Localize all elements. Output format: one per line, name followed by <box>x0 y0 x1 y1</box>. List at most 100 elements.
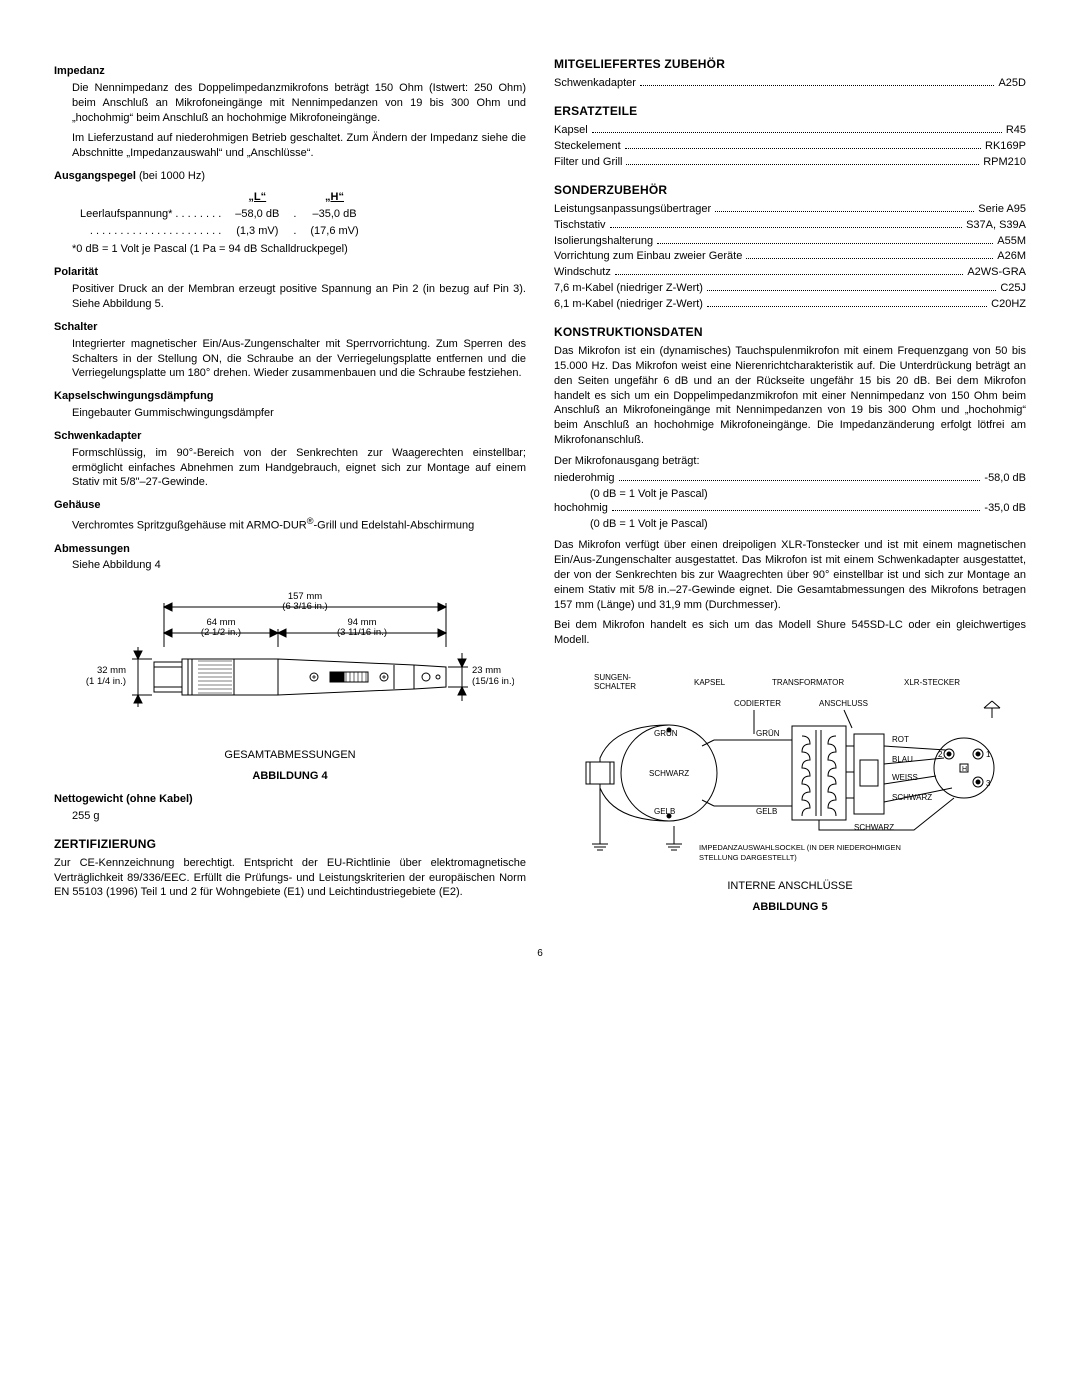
impedance-p2: Im Lieferzustand auf niederohmigen Betri… <box>72 131 526 161</box>
leader-dots <box>746 250 993 260</box>
row-label: Isolierungshalterung <box>554 234 653 249</box>
list-item: Vorrichtung zum Einbau zweier GeräteA26M <box>554 249 1026 264</box>
svg-text:1: 1 <box>986 750 991 759</box>
list-item: 6,1 m-Kabel (niedriger Z-Wert)C20HZ <box>554 297 1026 312</box>
right-column: MITGELIEFERTES ZUBEHÖR Schwenkadapter A2… <box>554 56 1026 919</box>
leader-dots <box>626 155 979 165</box>
leader-dots <box>619 471 981 481</box>
leader-dots <box>657 234 993 244</box>
switch-p: Integrierter magnetischer Ein/Aus-Zungen… <box>72 337 526 382</box>
leader-dots <box>640 76 995 86</box>
netweight-p: 255 g <box>72 809 526 824</box>
row-label: hochohmig <box>554 501 608 516</box>
svg-text:ANSCHLUSS: ANSCHLUSS <box>819 699 868 708</box>
figure-5: SUNGEN- SCHALTER KAPSEL TRANSFORMATOR XL… <box>554 668 1026 915</box>
row-value: C25J <box>1000 281 1026 296</box>
list-item: Windschutz A2WS-GRA <box>554 265 1026 280</box>
svg-text:TRANSFORMATOR: TRANSFORMATOR <box>772 678 844 687</box>
svg-text:GELB: GELB <box>654 807 675 816</box>
svg-text:STELLUNG DARGESTELLT): STELLUNG DARGESTELLT) <box>699 853 797 862</box>
shockmount-heading: Kapselschwingungsdämpfung <box>54 389 526 404</box>
output-level-heading: Ausgangspegel (bei 1000 Hz) <box>54 169 526 184</box>
dimensions-p: Siehe Abbildung 4 <box>72 558 526 573</box>
swivel-heading: Schwenkadapter <box>54 429 526 444</box>
svg-text:GELB: GELB <box>756 807 777 816</box>
svg-text:23 mm: 23 mm <box>472 665 501 676</box>
row-label: Windschutz <box>554 265 611 280</box>
furnished-heading: MITGELIEFERTES ZUBEHÖR <box>554 56 1026 72</box>
row-label: 6,1 m-Kabel (niedriger Z-Wert) <box>554 297 703 312</box>
leader-dots <box>707 297 987 307</box>
page-number: 6 <box>54 947 1026 961</box>
output-low-row: niederohmig-58,0 dB <box>554 471 1026 486</box>
figure-4: 157 mm (6 3/16 in.) 64 mm (2 1/2 in.) 94… <box>54 587 526 784</box>
row-value: Serie A95 <box>978 202 1026 217</box>
fig4-caption1: GESAMTABMESSUNGEN <box>54 748 526 763</box>
figure-5-svg: SUNGEN- SCHALTER KAPSEL TRANSFORMATOR XL… <box>554 668 1024 868</box>
construction-heading: KONSTRUKTIONSDATEN <box>554 324 1026 340</box>
impedance-heading: Impedanz <box>54 64 526 79</box>
svg-text:SCHWARZ: SCHWARZ <box>854 823 894 832</box>
svg-text:32 mm: 32 mm <box>97 665 126 676</box>
col-l-header: „L“ <box>229 190 285 205</box>
row-value: R45 <box>1006 123 1026 138</box>
polarity-heading: Polarität <box>54 265 526 280</box>
svg-text:CODIERTER: CODIERTER <box>734 699 781 708</box>
row-value: A55M <box>997 234 1026 249</box>
svg-text:SCHALTER: SCHALTER <box>594 682 636 691</box>
leader-dots <box>615 265 963 275</box>
row-value: -35,0 dB <box>984 501 1026 516</box>
row-label: Steckelement <box>554 139 621 154</box>
row1-h-val: –35,0 dB <box>304 207 364 222</box>
case-heading: Gehäuse <box>54 498 526 513</box>
svg-text:SCHWARZ: SCHWARZ <box>649 769 689 778</box>
row-value: A26M <box>997 249 1026 264</box>
figure-4-svg: 157 mm (6 3/16 in.) 64 mm (2 1/2 in.) 94… <box>54 587 514 737</box>
row-label: 7,6 m-Kabel (niedriger Z-Wert) <box>554 281 703 296</box>
case-p-a: Verchromtes Spritzgußgehäuse mit ARMO-DU… <box>72 520 307 532</box>
svg-text:SCHWARZ: SCHWARZ <box>892 793 932 802</box>
row-value: A25D <box>998 76 1026 91</box>
list-item: Kapsel R45 <box>554 123 1026 138</box>
svg-text:2: 2 <box>938 750 943 759</box>
svg-text:GRÜN: GRÜN <box>756 729 780 738</box>
case-p-b: -Grill und Edelstahl-Abschirmung <box>314 520 475 532</box>
leader-dots <box>707 281 996 291</box>
list-item: 7,6 m-Kabel (niedriger Z-Wert) C25J <box>554 281 1026 296</box>
switch-heading: Schalter <box>54 320 526 335</box>
row-value: -58,0 dB <box>984 471 1026 486</box>
row-label: Leistungsanpassungsübertrager <box>554 202 711 217</box>
svg-text:(1 1/4 in.): (1 1/4 in.) <box>86 676 126 687</box>
svg-text:IMPEDANZAUSWAHLSOCKEL (IN DER: IMPEDANZAUSWAHLSOCKEL (IN DER NIEDEROHMI… <box>699 843 901 852</box>
optional-heading: SONDERZUBEHÖR <box>554 182 1026 198</box>
svg-text:GRÜN: GRÜN <box>654 729 678 738</box>
replacement-heading: ERSATZTEILE <box>554 103 1026 119</box>
output-low-note: (0 dB = 1 Volt je Pascal) <box>590 487 1026 502</box>
row-value: RPM210 <box>983 155 1026 170</box>
construction-p1: Das Mikrofon ist ein (dynamisches) Tauch… <box>554 344 1026 448</box>
construction-p3: Das Mikrofon verfügt über einen dreipoli… <box>554 538 1026 612</box>
row-label: Kapsel <box>554 123 588 138</box>
dimensions-heading: Abmessungen <box>54 542 526 557</box>
list-item: Isolierungshalterung A55M <box>554 234 1026 249</box>
case-p: Verchromtes Spritzgußgehäuse mit ARMO-DU… <box>72 515 526 534</box>
row2-dots: . . . . . . . . . . . . . . . . . . . . … <box>74 224 227 239</box>
leader-dots <box>610 218 963 228</box>
certification-p: Zur CE-Kennzeichnung berechtigt. Entspri… <box>54 856 526 901</box>
row-value: A2WS-GRA <box>967 265 1026 280</box>
row2-l-val: (1,3 mV) <box>229 224 285 239</box>
svg-text:SUNGEN-: SUNGEN- <box>594 673 631 682</box>
list-item: SteckelementRK169P <box>554 139 1026 154</box>
leader-dots <box>715 202 974 212</box>
fig4-caption2: ABBILDUNG 4 <box>54 769 526 784</box>
row-value: S37A, S39A <box>966 218 1026 233</box>
reg-symbol: ® <box>307 516 314 526</box>
svg-text:3: 3 <box>986 779 991 788</box>
output-high-row: hochohmig -35,0 dB <box>554 501 1026 516</box>
row2-h-val: (17,6 mV) <box>304 224 364 239</box>
row-label: Filter und Grill <box>554 155 622 170</box>
svg-text:XLR-STECKER: XLR-STECKER <box>904 678 960 687</box>
row1-label: Leerlaufspannung* . . . . . . . . <box>74 207 227 222</box>
output-footnote: *0 dB = 1 Volt je Pascal (1 Pa = 94 dB S… <box>72 242 526 257</box>
col-h-header: „H“ <box>304 190 364 205</box>
